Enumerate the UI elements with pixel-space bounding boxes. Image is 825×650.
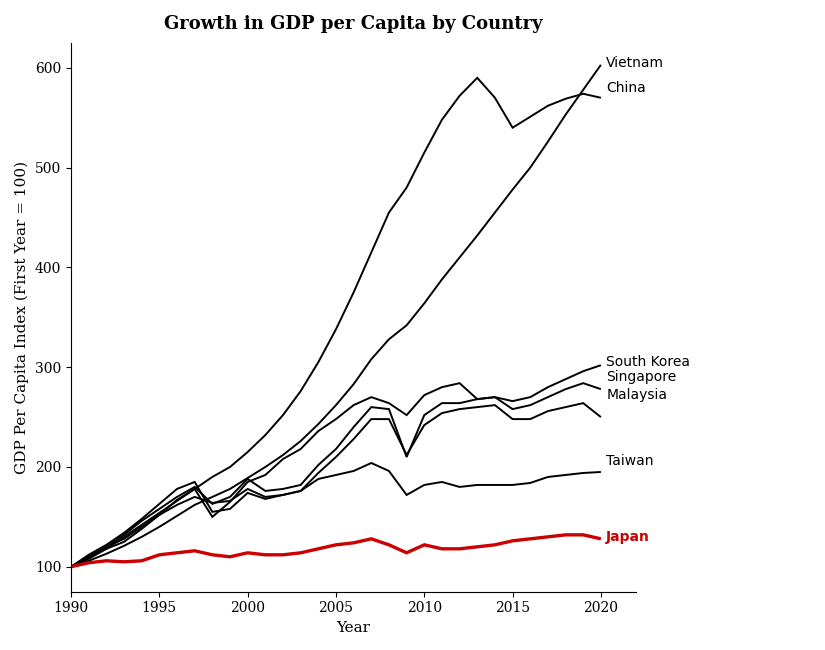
Title: Growth in GDP per Capita by Country: Growth in GDP per Capita by Country [164,15,543,33]
Text: Japan: Japan [606,530,650,544]
Text: Singapore: Singapore [606,370,676,384]
Text: Taiwan: Taiwan [606,454,653,468]
Text: Vietnam: Vietnam [606,56,664,70]
Text: China: China [606,81,646,95]
Text: South Korea: South Korea [606,355,691,369]
Y-axis label: GDP Per Capita Index (First Year = 100): GDP Per Capita Index (First Year = 100) [15,161,30,474]
X-axis label: Year: Year [337,621,370,635]
Text: Malaysia: Malaysia [606,388,667,402]
